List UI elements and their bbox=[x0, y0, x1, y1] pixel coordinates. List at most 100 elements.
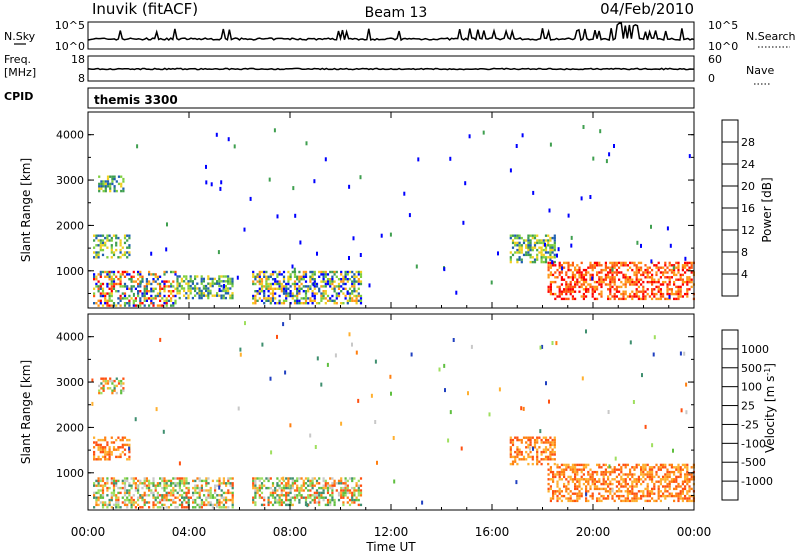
heatmap-cell bbox=[688, 261, 691, 265]
heatmap-cell bbox=[587, 473, 590, 476]
heatmap-cell bbox=[544, 455, 548, 459]
heatmap-cell bbox=[547, 241, 550, 245]
heatmap-cell bbox=[686, 261, 689, 265]
heatmap-cell bbox=[139, 299, 142, 302]
heatmap-cell bbox=[104, 294, 107, 298]
heatmap-cell bbox=[554, 280, 557, 284]
heatmap-cell bbox=[152, 302, 155, 305]
heatmap-cell bbox=[98, 189, 101, 193]
heatmap-cell bbox=[651, 475, 654, 479]
heatmap-cell bbox=[115, 244, 118, 247]
heatmap-cell bbox=[611, 285, 614, 289]
heatmap-cell bbox=[533, 241, 537, 245]
heatmap-cell bbox=[115, 189, 118, 193]
heatmap-cell bbox=[287, 486, 290, 490]
heatmap-cell bbox=[549, 258, 552, 261]
heatmap-cell bbox=[646, 273, 649, 277]
cpid-value: themis 3300 bbox=[94, 93, 178, 107]
heatmap-cell bbox=[119, 486, 122, 490]
heatmap-cell bbox=[318, 275, 321, 278]
heatmap-cell bbox=[97, 479, 100, 483]
heatmap-cell bbox=[574, 482, 577, 486]
heatmap-cell bbox=[322, 290, 325, 293]
heatmap-cell bbox=[165, 247, 168, 252]
heatmap-cell bbox=[329, 494, 332, 497]
heatmap-cell bbox=[675, 261, 678, 265]
heatmap-cell bbox=[664, 261, 667, 265]
heatmap-cell bbox=[141, 280, 144, 283]
heatmap-cell bbox=[258, 270, 261, 274]
heatmap-cell bbox=[101, 304, 105, 307]
heatmap-cell bbox=[101, 290, 105, 293]
heatmap-cell bbox=[554, 276, 557, 279]
heatmap-cell bbox=[591, 497, 594, 500]
heatmap-cell bbox=[110, 246, 113, 249]
heatmap-cell bbox=[587, 470, 590, 474]
heatmap-cell bbox=[333, 482, 336, 485]
heatmap-cell bbox=[357, 294, 360, 298]
heatmap-cell bbox=[113, 379, 116, 383]
heatmap-cell bbox=[565, 271, 568, 274]
heatmap-cell bbox=[615, 290, 618, 293]
heatmap-cell bbox=[344, 278, 347, 281]
heatmap-cell bbox=[311, 270, 314, 274]
heatmap-cell bbox=[539, 429, 542, 434]
heatmap-cell bbox=[335, 482, 338, 485]
heatmap-cell bbox=[296, 494, 299, 497]
heatmap-cell bbox=[529, 256, 532, 259]
heatmap-cell bbox=[93, 494, 96, 497]
heatmap-cell bbox=[681, 480, 684, 483]
heatmap-cell bbox=[686, 292, 689, 296]
heatmap-cell bbox=[128, 234, 131, 237]
heatmap-cell bbox=[128, 246, 131, 249]
heatmap-cell bbox=[578, 485, 581, 488]
heatmap-cell bbox=[108, 278, 111, 281]
heatmap-cell bbox=[111, 182, 114, 186]
heatmap-cell bbox=[163, 496, 166, 499]
heatmap-cell bbox=[657, 268, 660, 272]
heatmap-cell bbox=[690, 261, 693, 265]
heatmap-cell bbox=[213, 282, 216, 285]
heatmap-cell bbox=[207, 294, 210, 297]
heatmap-cell bbox=[132, 479, 135, 483]
heatmap-cell bbox=[123, 304, 127, 307]
heatmap-cell bbox=[569, 288, 572, 291]
heatmap-cell bbox=[565, 468, 568, 471]
heatmap-cell bbox=[596, 285, 599, 289]
heatmap-cell bbox=[126, 273, 129, 276]
heatmap-cell bbox=[488, 412, 491, 417]
heatmap-cell bbox=[640, 243, 642, 248]
heatmap-cell bbox=[296, 496, 299, 499]
heatmap-cell bbox=[183, 506, 186, 509]
heatmap-cell bbox=[267, 477, 270, 480]
heatmap-cell bbox=[516, 241, 519, 245]
heatmap-cell bbox=[565, 490, 568, 493]
heatmap-cell bbox=[167, 294, 170, 298]
heatmap-cell bbox=[549, 497, 552, 500]
heatmap-cell bbox=[159, 304, 162, 307]
heatmap-cell bbox=[289, 501, 292, 504]
heatmap-cell bbox=[120, 182, 123, 186]
heatmap-cell bbox=[111, 177, 114, 181]
heatmap-cell bbox=[288, 484, 291, 489]
heatmap-cell bbox=[320, 280, 323, 283]
heatmap-cell bbox=[324, 270, 327, 274]
heatmap-cell bbox=[679, 470, 682, 474]
heatmap-cell bbox=[359, 282, 363, 286]
heatmap-cell bbox=[662, 295, 665, 298]
heatmap-cell bbox=[527, 234, 530, 237]
heatmap-cell bbox=[192, 486, 195, 490]
heatmap-cell bbox=[309, 278, 312, 281]
heatmap-cell bbox=[278, 302, 281, 305]
heatmap-cell bbox=[620, 478, 623, 481]
heatmap-cell bbox=[351, 342, 353, 347]
heatmap-cell bbox=[161, 486, 164, 490]
heatmap-cell bbox=[662, 266, 665, 269]
heatmap-cell bbox=[97, 304, 100, 307]
heatmap-cell bbox=[126, 239, 129, 242]
heatmap-cell bbox=[282, 489, 286, 492]
heatmap-cell bbox=[134, 506, 137, 509]
heatmap-cell bbox=[112, 489, 116, 492]
heatmap-cell bbox=[359, 294, 363, 298]
heatmap-cell bbox=[650, 224, 652, 229]
